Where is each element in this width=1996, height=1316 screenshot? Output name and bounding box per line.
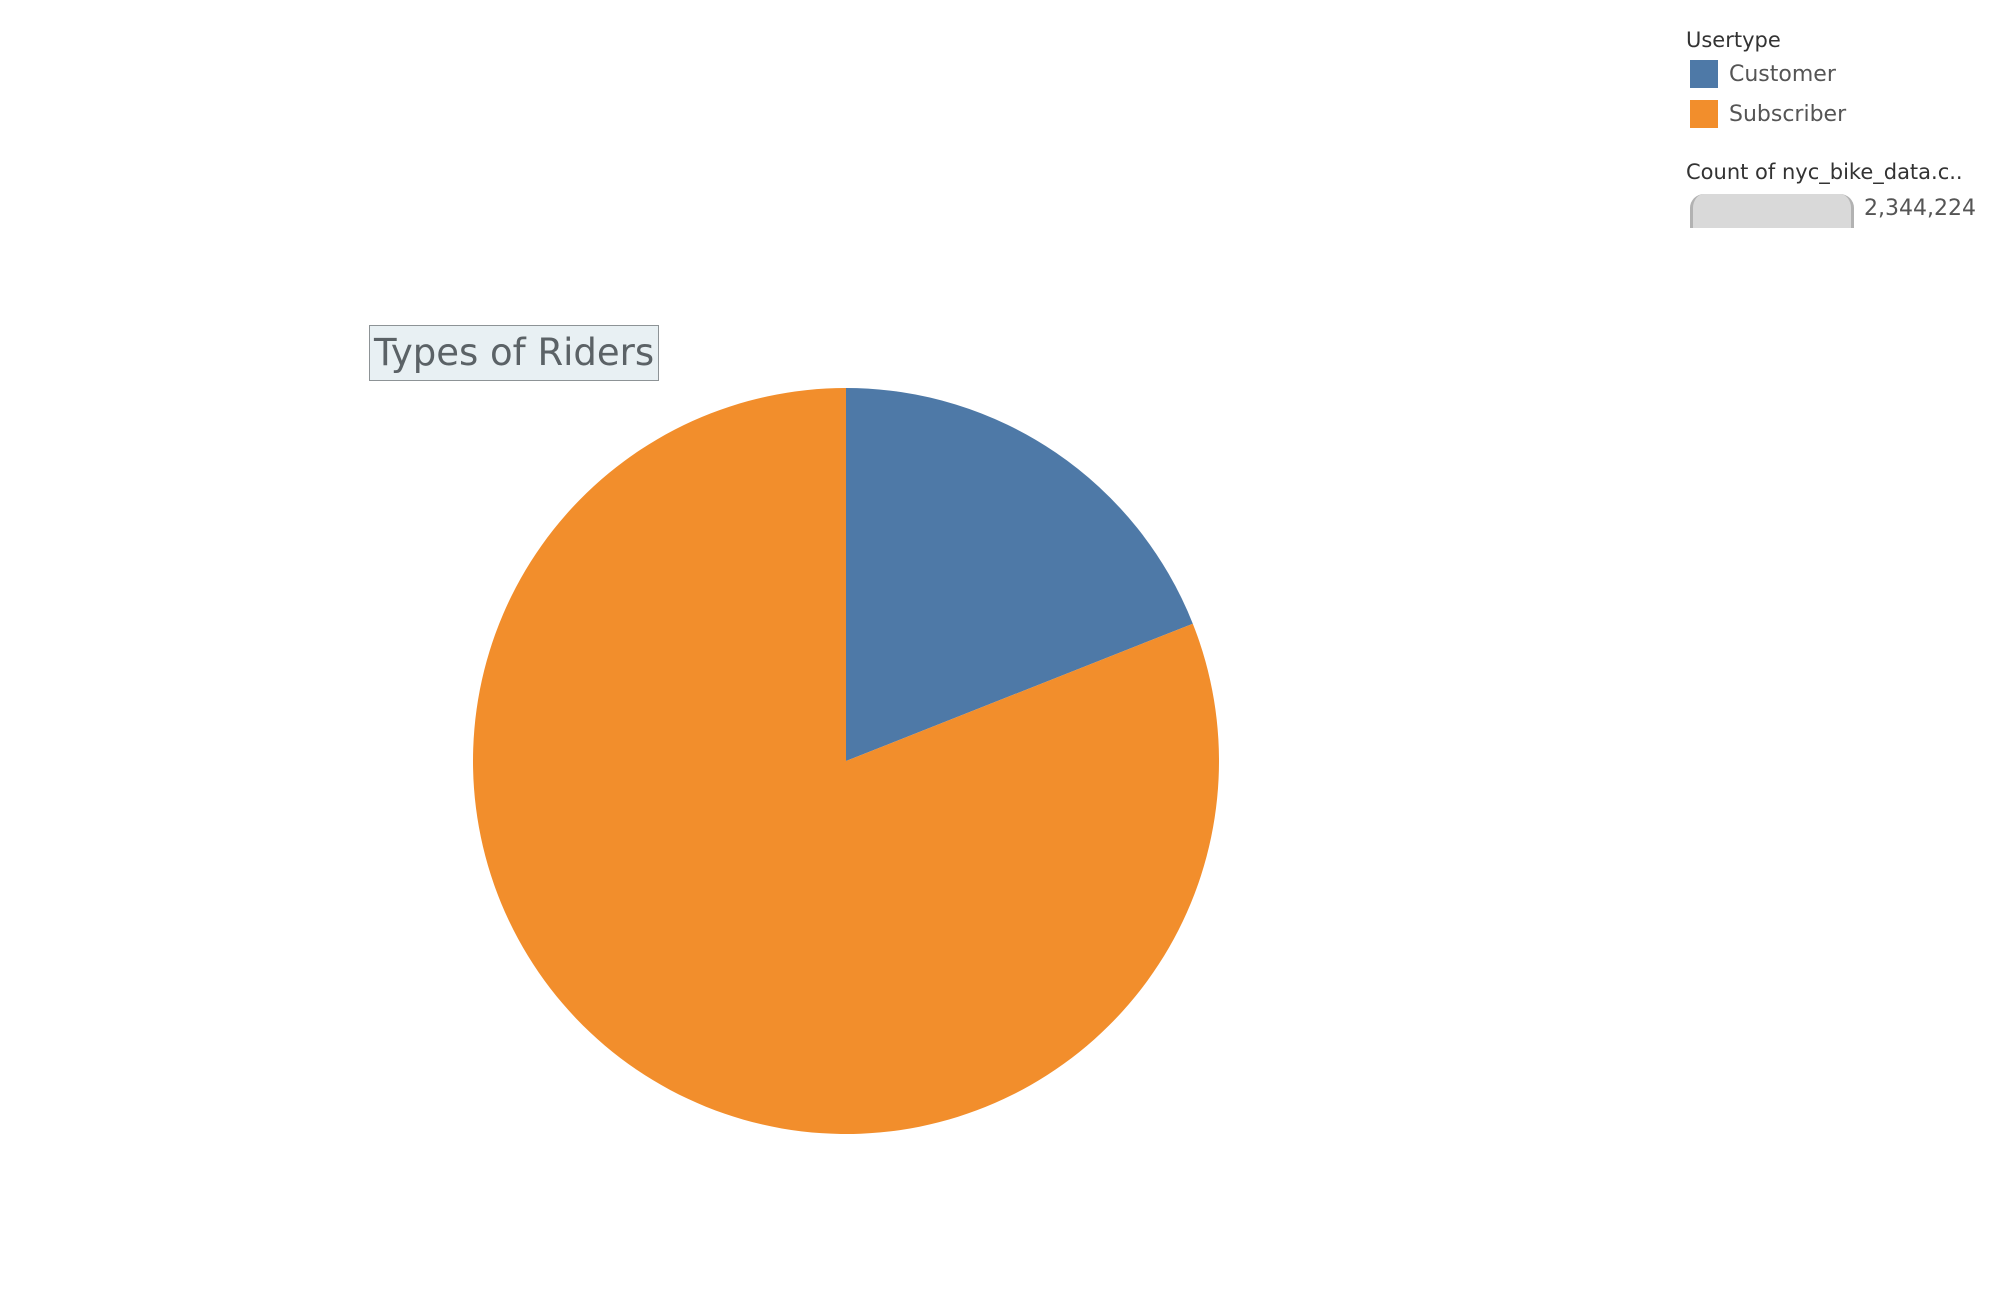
- size-legend-title: Count of nyc_bike_data.c..: [1686, 160, 1963, 184]
- size-legend-row: 2,344,224: [1686, 192, 1991, 232]
- size-legend-value: 2,344,224: [1864, 196, 1976, 221]
- legend-item-subscriber[interactable]: Subscriber: [1686, 94, 1986, 134]
- chart-title: Types of Riders: [369, 325, 660, 381]
- pie-slice-subscriber[interactable]: [473, 388, 1220, 1134]
- legend-swatch-customer: [1690, 60, 1718, 88]
- size-legend: Count of nyc_bike_data.c.. 2,344,224: [1686, 158, 1991, 232]
- legend-label-subscriber: Subscriber: [1729, 101, 1847, 127]
- color-legend: Usertype Customer Subscriber: [1686, 26, 1986, 134]
- size-legend-shape: [1690, 194, 1854, 228]
- legend-swatch-subscriber: [1690, 100, 1718, 128]
- legend-item-customer[interactable]: Customer: [1686, 54, 1986, 94]
- pie-slice-customer[interactable]: [846, 388, 1193, 761]
- legend-title: Usertype: [1686, 28, 1781, 52]
- legend-label-customer: Customer: [1729, 61, 1836, 87]
